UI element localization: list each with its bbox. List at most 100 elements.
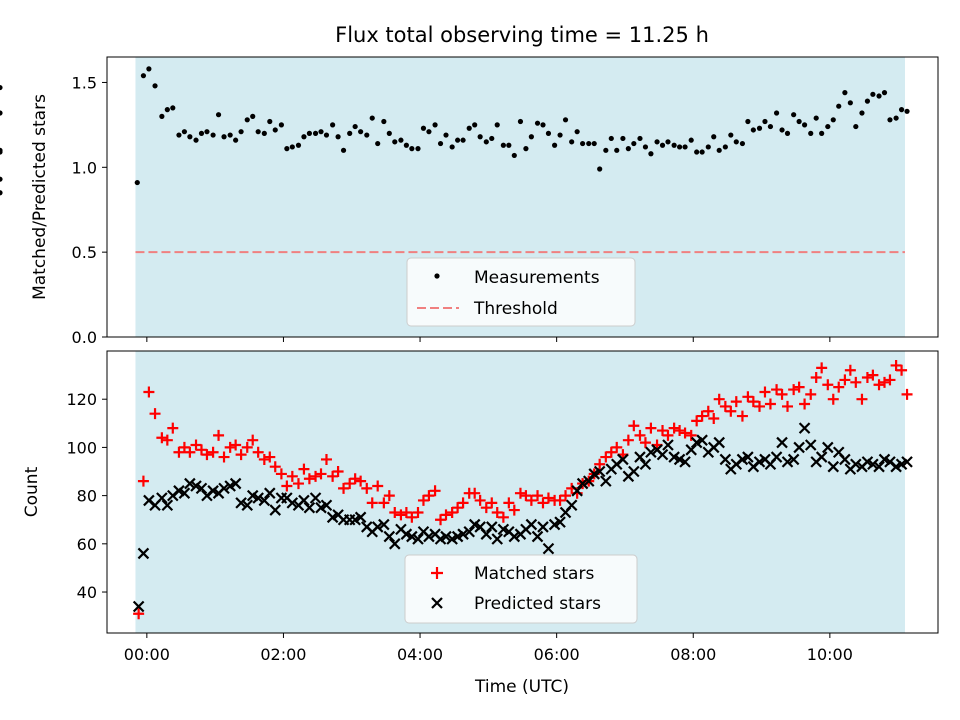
matched-star-point: [878, 376, 890, 388]
measurement-point: [409, 146, 415, 152]
matched-star-point: [696, 410, 708, 422]
predicted-star-point: [378, 518, 390, 531]
matched-star-point: [389, 506, 401, 518]
matched-star-point: [708, 412, 720, 424]
measurement-point: [813, 115, 819, 121]
bottom-xtick-label: 06:00: [534, 645, 580, 664]
matched-star-point: [520, 490, 532, 502]
matched-star-point: [525, 494, 537, 506]
bottom-panel: 40 60 80 100 120 00:00 02:00 04:00 06:00 08:00 10:…: [22, 350, 939, 697]
measurement-point: [494, 122, 500, 128]
predicted-star-point: [178, 487, 191, 499]
predicted-star-point: [634, 451, 646, 463]
predicted-star-point: [235, 497, 247, 509]
matched-star-point: [537, 497, 549, 509]
matched-star-point: [446, 506, 458, 518]
measurement-point: [477, 134, 483, 140]
matched-star-point: [207, 446, 219, 458]
measurement-point: [580, 140, 586, 147]
bottom-ytick-label: 120: [66, 390, 97, 409]
matched-star-point: [844, 364, 856, 376]
matched-star-point: [400, 506, 412, 518]
matched-star-point: [662, 429, 674, 441]
figure-title: Flux total observing time = 11.25 h: [335, 23, 709, 47]
top-ylabel: Matched/Predicted stars: [30, 94, 50, 300]
bottom-xtick-label: 10:00: [807, 645, 853, 664]
matched-star-point: [839, 374, 851, 386]
measurement-point: [0, 176, 3, 182]
measurement-point: [323, 132, 330, 138]
measurement-point: [545, 130, 552, 136]
matched-star-point: [742, 391, 754, 403]
matched-star-point: [725, 405, 737, 417]
measurement-point: [711, 134, 717, 140]
matched-star-point: [452, 502, 464, 514]
matched-star-point: [822, 379, 834, 391]
measurement-point: [386, 130, 392, 136]
measurement-point: [221, 134, 227, 140]
measurement-point: [562, 117, 569, 123]
predicted-star-point: [713, 436, 725, 449]
predicted-star-point: [457, 528, 469, 540]
matched-star-point: [281, 480, 293, 492]
predicted-star-point: [371, 521, 384, 533]
predicted-star-point: [252, 492, 264, 504]
matched-star-point: [213, 429, 225, 441]
predicted-star-point: [628, 465, 640, 478]
matched-star-point: [480, 502, 492, 514]
top-ytick-label: 0.0: [72, 328, 97, 347]
predicted-star-point: [901, 456, 913, 468]
measurement-point: [506, 142, 512, 148]
matched-star-point: [361, 482, 373, 494]
measurement-point: [0, 149, 3, 155]
bottom-xlabel: Time (UTC): [474, 677, 569, 697]
measurement-point: [352, 123, 358, 130]
matched-star-point: [412, 506, 424, 518]
measurement-point: [233, 137, 239, 143]
measurement-point: [472, 122, 478, 128]
matched-star-point: [674, 425, 686, 437]
matched-star-point: [514, 487, 526, 499]
measurement-point: [676, 144, 683, 150]
matched-star-point: [759, 386, 771, 398]
measurement-point: [318, 129, 324, 135]
matched-star-point: [264, 451, 276, 463]
predicted-star-point: [264, 487, 276, 499]
measurement-point: [608, 135, 614, 142]
measurement-point: [881, 90, 888, 96]
predicted-star-point: [565, 499, 578, 512]
measurement-point: [403, 142, 409, 148]
measurement-point: [0, 84, 3, 91]
top-ytick-label: 0.5: [72, 243, 97, 262]
measurement-point: [198, 130, 205, 136]
measurement-point: [272, 127, 278, 133]
predicted-star-point: [298, 494, 310, 507]
measurement-point: [887, 117, 893, 123]
predicted-star-point: [303, 501, 316, 514]
bottom-ytick-label: 80: [77, 487, 97, 506]
measurement-point: [796, 118, 802, 125]
measurement-point: [215, 112, 222, 118]
predicted-star-point: [600, 475, 612, 487]
measurement-point: [398, 137, 404, 143]
bottom-frame: [106, 350, 939, 634]
matched-star-point: [366, 497, 378, 509]
predicted-star-point: [696, 434, 708, 446]
measurement-point: [358, 129, 364, 135]
matched-star-point: [275, 468, 287, 480]
matched-star-point: [167, 422, 179, 434]
predicted-star-point: [656, 448, 669, 461]
measurement-point: [278, 122, 284, 128]
predicted-star-point: [742, 451, 754, 463]
matched-star-point: [156, 432, 168, 444]
predicted-star-point: [229, 477, 242, 490]
predicted-star-point: [679, 456, 691, 468]
measurement-point: [620, 135, 626, 142]
bottom-ytick-label: 100: [66, 438, 97, 457]
matched-star-point: [247, 434, 259, 446]
predicted-star-point: [132, 600, 145, 613]
matched-star-point: [133, 608, 145, 620]
measurement-points: [0, 66, 910, 196]
matched-star-point: [149, 408, 161, 420]
